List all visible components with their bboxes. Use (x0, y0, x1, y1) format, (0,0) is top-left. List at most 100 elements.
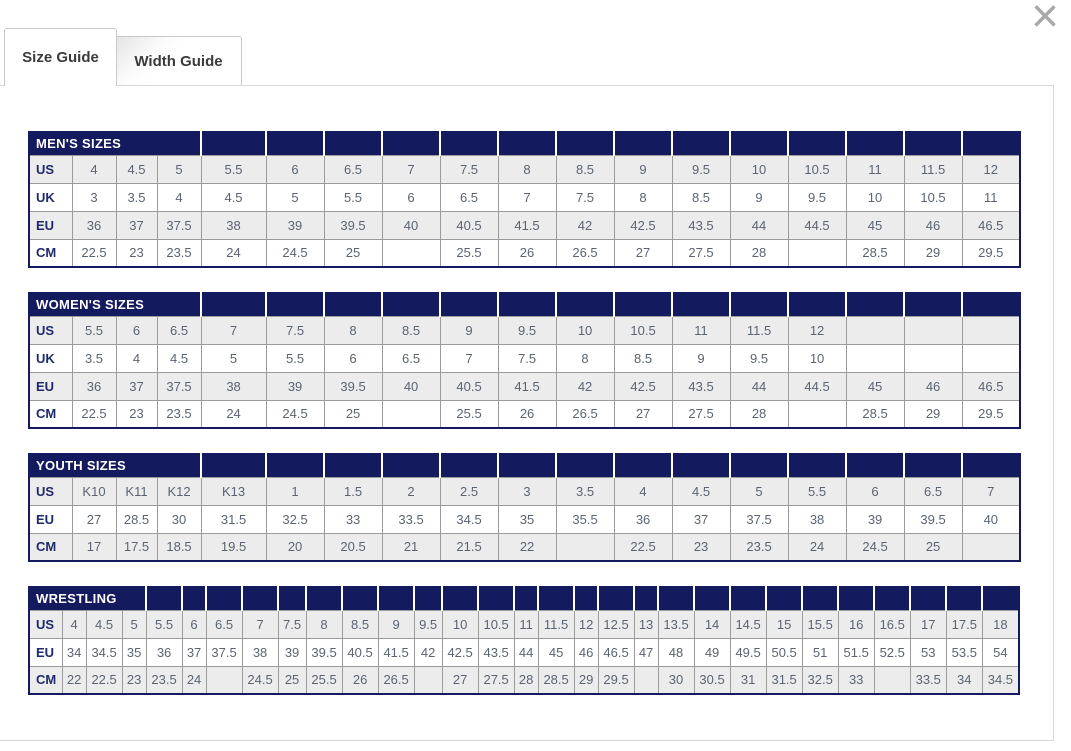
header-spacer-cell (200, 454, 267, 477)
size-row-eu: EU 36 37 37.5 38 39 39.5 40 40.5 41.5 42 42.5 43.5 44… (28, 371, 1021, 401)
header-spacer-cell (200, 293, 267, 316)
size-cell: 39 (265, 210, 325, 240)
size-cell: 10.5 (613, 315, 673, 345)
size-cell: 24.5 (845, 532, 905, 562)
size-cell: 4.5 (200, 182, 267, 212)
size-cell: 28.5 (845, 399, 905, 429)
header-spacer-cell (441, 587, 479, 610)
size-cell: 6 (381, 182, 441, 212)
table-title: WOMEN'S SIZES (29, 293, 202, 316)
size-cell: 10.5 (477, 609, 515, 639)
header-spacer-cell (945, 587, 983, 610)
size-cell: 21.5 (439, 532, 499, 562)
header-spacer-cell (613, 293, 673, 316)
size-cell: 32.5 (265, 504, 325, 534)
size-cell: 31 (729, 665, 767, 695)
size-cell: 30 (156, 504, 202, 534)
row-label: US (28, 154, 73, 184)
size-cell: 42 (555, 210, 615, 240)
size-cell: 8.5 (671, 182, 731, 212)
size-cell: 34 (945, 665, 983, 695)
size-cell: 30 (657, 665, 695, 695)
size-cell: 44.5 (787, 371, 847, 401)
size-cell: 1 (265, 476, 325, 506)
size-cell: 26 (341, 665, 379, 695)
size-cell: 34 (61, 637, 87, 667)
size-cell: 22 (61, 665, 87, 695)
size-cell: 9 (613, 154, 673, 184)
size-cell: 11 (513, 609, 539, 639)
header-spacer-cell (439, 454, 499, 477)
size-cell: 25 (323, 238, 383, 268)
size-cell: 39.5 (323, 371, 383, 401)
size-cell: 11 (671, 315, 731, 345)
close-button[interactable]: × (1023, 0, 1067, 43)
size-cell: 46.5 (597, 637, 635, 667)
row-label: CM (28, 399, 73, 429)
size-cell: 47 (633, 637, 659, 667)
size-cell: 42 (413, 637, 443, 667)
size-cell: 22.5 (613, 532, 673, 562)
header-spacer-cell (265, 132, 325, 155)
size-cell: 45 (537, 637, 575, 667)
size-cell: 25.5 (439, 399, 499, 429)
size-cell: 34.5 (439, 504, 499, 534)
size-cell: 11.5 (537, 609, 575, 639)
size-row-cm: CM 22 22.5 23 23.5 24 24.5 25 25.5 26 26.5 27 27.5 28… (28, 665, 1020, 695)
header-spacer-cell (903, 454, 963, 477)
table-header-row: WRESTLING (29, 587, 1019, 610)
size-row-cm: CM 17 17.5 18.5 19.5 20 20.5 21 21.5 22 22.5 23 23.5… (28, 532, 1021, 562)
size-cell: 39.5 (903, 504, 963, 534)
header-spacer-cell (323, 454, 383, 477)
size-cell: 13 (633, 609, 659, 639)
size-cell: 46.5 (961, 210, 1021, 240)
table-title: WRESTLING (29, 587, 147, 610)
size-cell: 27 (71, 504, 117, 534)
header-spacer-cell (657, 587, 695, 610)
header-spacer-cell (277, 587, 307, 610)
header-spacer-cell (265, 454, 325, 477)
size-table-women-s-sizes: WOMEN'S SIZES US 5.5 6 6.5 7 7.5 8 8.5 9 9.5 10 10.5… (28, 292, 1022, 429)
size-cell: 12 (961, 154, 1021, 184)
header-spacer-cell (729, 587, 767, 610)
size-cell: 45 (845, 210, 905, 240)
header-spacer-cell (497, 454, 557, 477)
size-cell: 5.5 (71, 315, 117, 345)
size-cell: 33 (837, 665, 875, 695)
tab-width-guide[interactable]: Width Guide (115, 36, 242, 86)
size-cell: 27 (613, 399, 673, 429)
size-cell: 26.5 (555, 399, 615, 429)
size-cell: 25.5 (305, 665, 343, 695)
size-cell: K11 (115, 476, 158, 506)
tab-size-guide[interactable]: Size Guide (4, 28, 117, 86)
header-spacer-cell (341, 587, 379, 610)
size-cell (961, 532, 1021, 562)
size-cell: 8.5 (613, 343, 673, 373)
close-icon: × (1030, 0, 1060, 43)
header-spacer-cell (981, 587, 1019, 610)
row-label: UK (28, 343, 73, 373)
size-cell: 27.5 (477, 665, 515, 695)
size-cell: 42.5 (613, 210, 673, 240)
size-row-us: US 5.5 6 6.5 7 7.5 8 8.5 9 9.5 10 10.5 11 11.5 12 (28, 315, 1021, 345)
size-cell: 17.5 (945, 609, 983, 639)
size-cell: 13.5 (657, 609, 695, 639)
size-cell: 37.5 (156, 371, 202, 401)
size-cell: 8.5 (341, 609, 379, 639)
size-cell: 8 (305, 609, 343, 639)
size-cell: 31.5 (200, 504, 267, 534)
size-cell: 24 (200, 238, 267, 268)
size-cell: 9.5 (787, 182, 847, 212)
table-title: YOUTH SIZES (29, 454, 202, 477)
size-cell: 12 (787, 315, 847, 345)
size-cell: 23.5 (729, 532, 789, 562)
header-spacer-cell (305, 587, 343, 610)
size-cell: 46 (573, 637, 599, 667)
size-table-youth-sizes: YOUTH SIZES US K10 K11 K12 K13 1 1.5 2 2.5 3 3.5 4 4.… (28, 453, 1022, 562)
size-cell: 8 (555, 343, 615, 373)
size-cell: 43.5 (671, 210, 731, 240)
header-spacer-cell (837, 587, 875, 610)
size-cell: 35 (497, 504, 557, 534)
size-cell: 40.5 (439, 210, 499, 240)
